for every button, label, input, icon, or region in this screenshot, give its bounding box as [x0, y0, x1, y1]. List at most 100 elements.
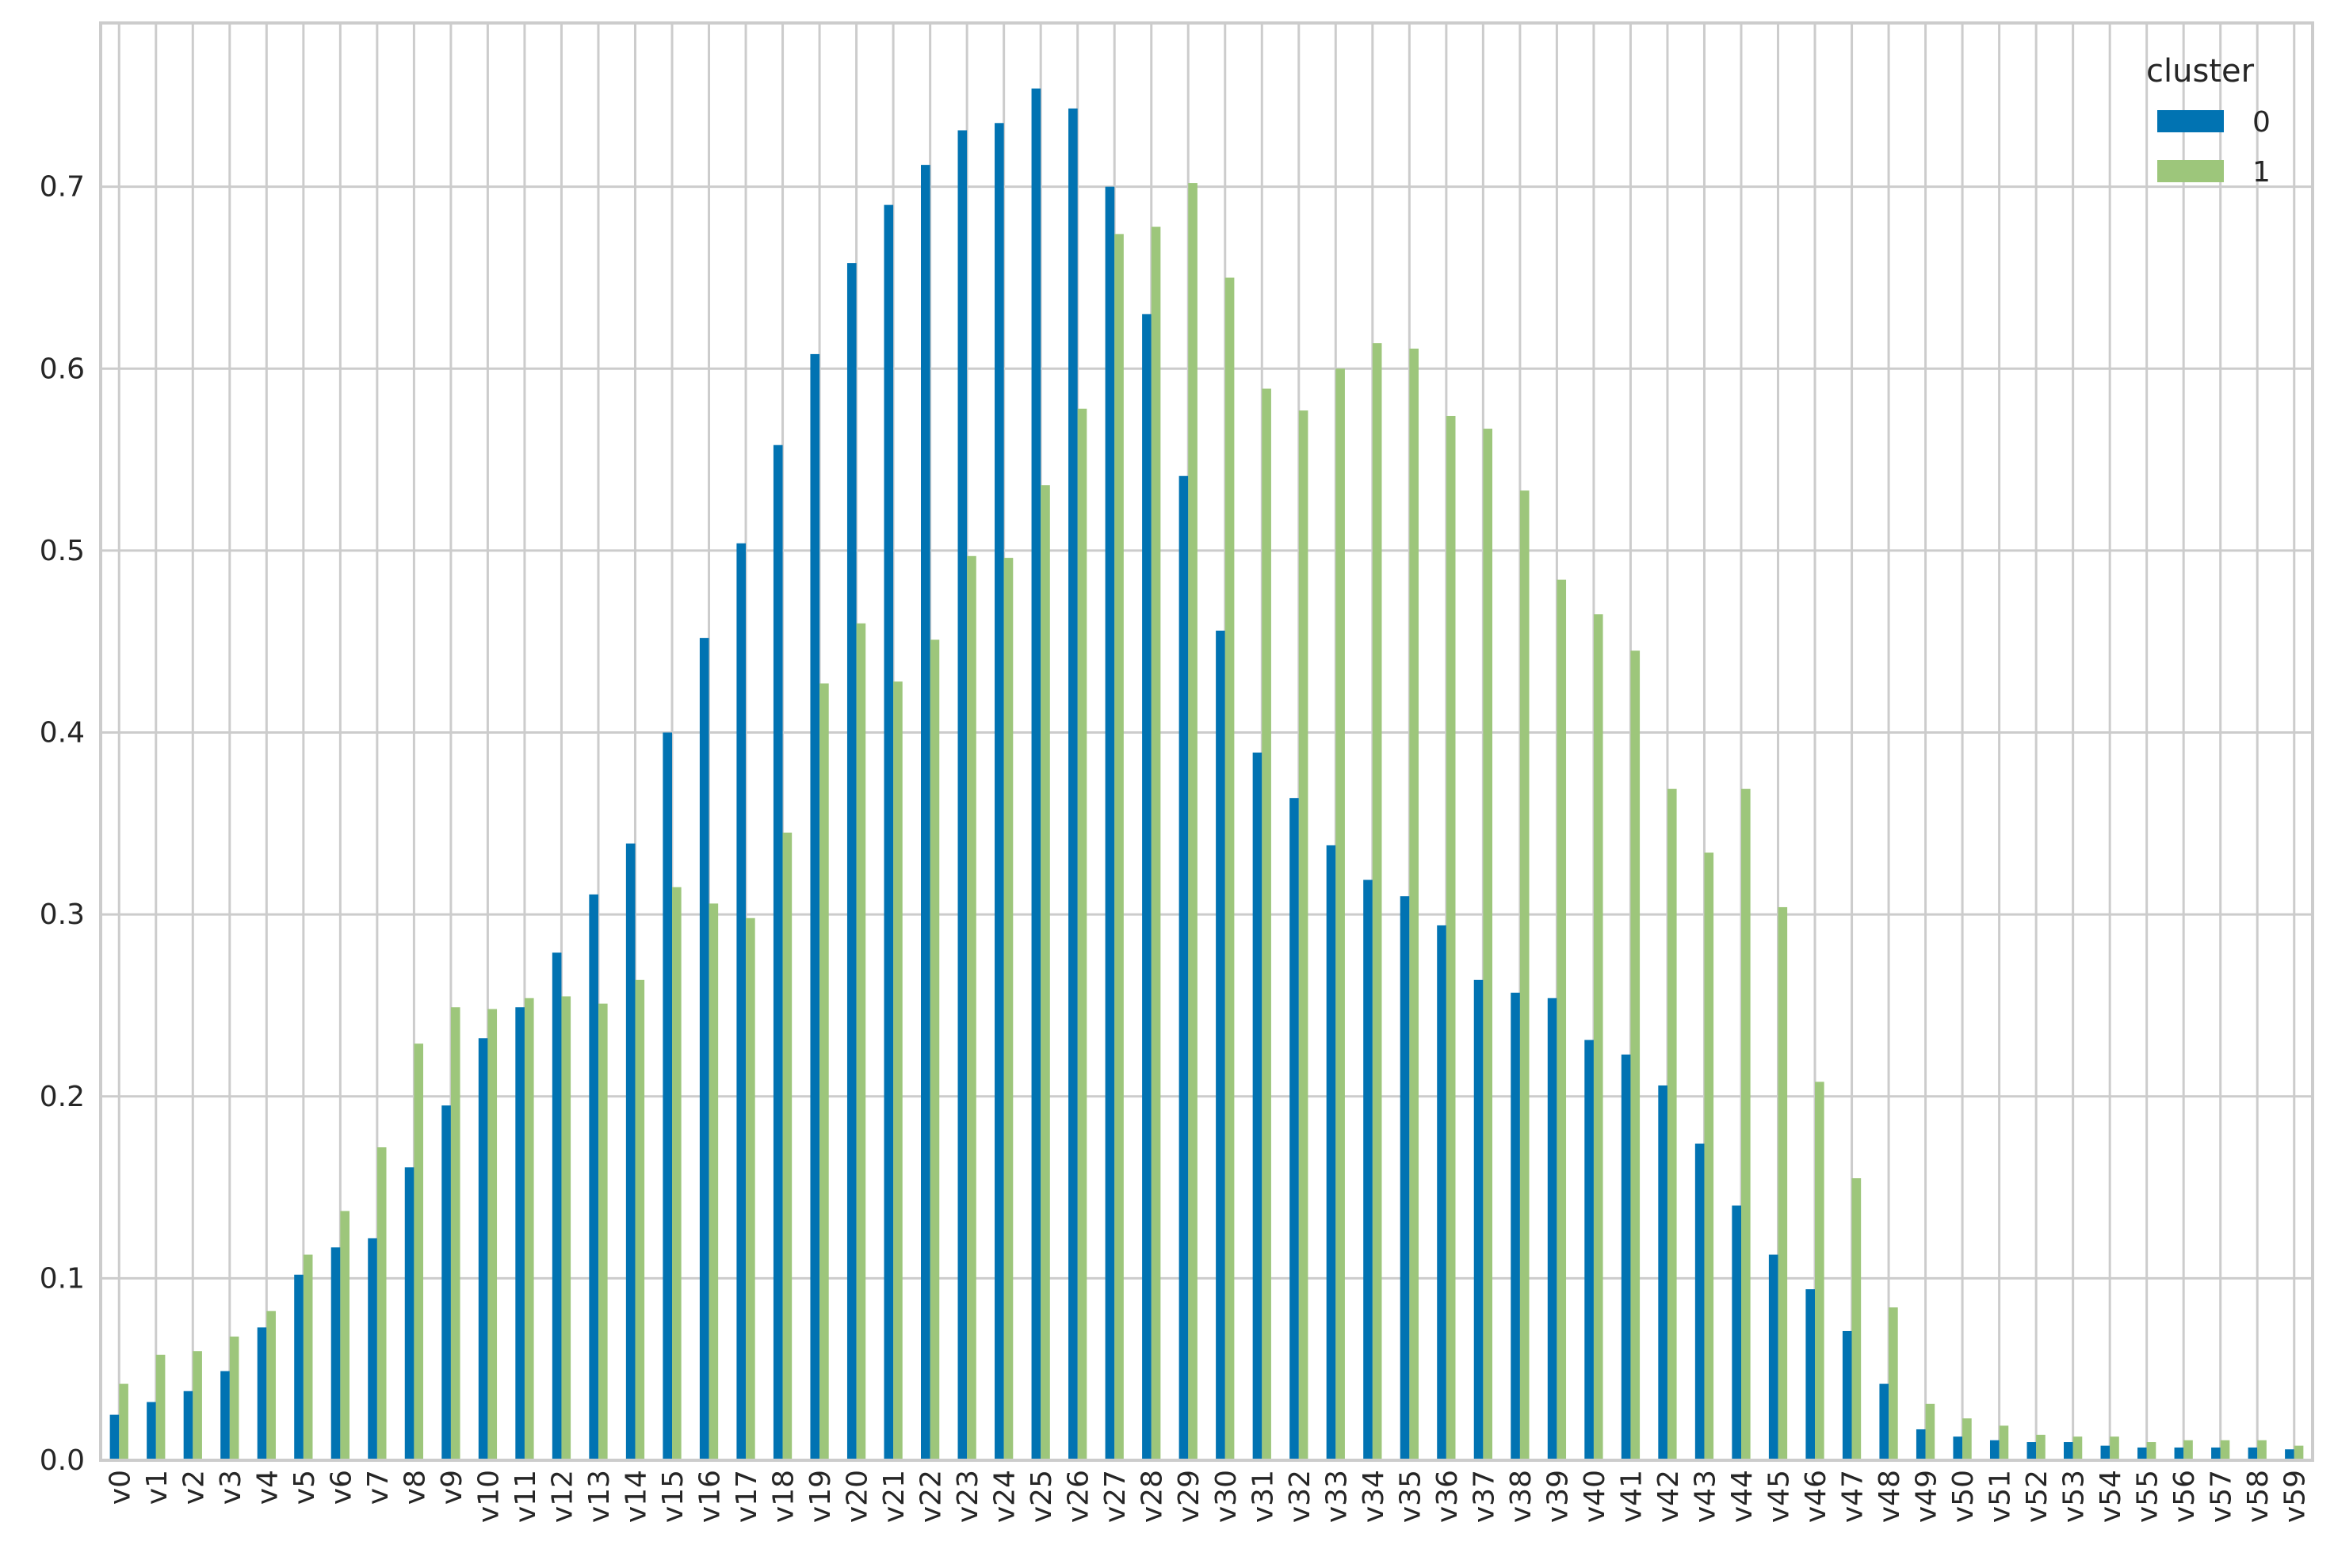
bar-series-1-v38 [1519, 490, 1530, 1460]
legend-swatch-1 [2157, 160, 2224, 182]
bar-series-1-v25 [1041, 485, 1050, 1461]
bar-series-0-v57 [2211, 1447, 2221, 1460]
x-tick-label: v32 [1284, 1470, 1316, 1523]
x-tick-label: v20 [842, 1470, 874, 1523]
x-tick-label: v40 [1579, 1470, 1611, 1523]
bar-series-1-v43 [1704, 853, 1714, 1460]
bar-series-0-v2 [183, 1391, 193, 1460]
bar-series-0-v26 [1068, 108, 1078, 1461]
x-tick-label: v57 [2206, 1470, 2238, 1523]
bar-series-0-v41 [1621, 1054, 1631, 1460]
x-tick-label: v9 [436, 1470, 468, 1505]
x-tick-label: v53 [2058, 1470, 2091, 1523]
bar-series-1-v47 [1851, 1178, 1862, 1460]
x-tick-label: v11 [510, 1470, 542, 1523]
bar-series-1-v12 [561, 996, 571, 1460]
x-tick-label: v58 [2242, 1470, 2275, 1523]
x-tick-label: v3 [215, 1470, 247, 1505]
bar-series-1-v27 [1114, 234, 1124, 1460]
bar-series-0-v19 [810, 353, 820, 1460]
x-tick-label: v50 [1947, 1470, 1980, 1523]
x-tick-label: v33 [1320, 1470, 1353, 1523]
bars [109, 88, 2304, 1461]
bar-series-0-v15 [663, 732, 673, 1460]
bar-series-1-v26 [1077, 408, 1087, 1460]
bar-series-0-v10 [478, 1038, 488, 1460]
bar-series-1-v34 [1372, 343, 1382, 1461]
bar-series-0-v35 [1400, 896, 1410, 1460]
bar-series-0-v37 [1473, 979, 1484, 1460]
bar-series-0-v29 [1178, 475, 1189, 1461]
y-tick-label: 0.0 [40, 1444, 85, 1477]
bar-series-0-v22 [920, 165, 930, 1461]
bar-series-0-v12 [552, 952, 562, 1460]
x-tick-label: v51 [1984, 1470, 2017, 1523]
legend-swatch-0 [2157, 110, 2224, 132]
bar-series-1-v57 [2220, 1440, 2230, 1460]
x-tick-label: v10 [472, 1470, 505, 1523]
x-tick-label: v16 [694, 1470, 727, 1523]
x-tick-label: v49 [1911, 1470, 1943, 1523]
bar-series-0-v21 [884, 204, 894, 1460]
bar-series-1-v39 [1557, 579, 1567, 1461]
bar-series-0-v49 [1916, 1429, 1926, 1460]
bar-series-1-v59 [2294, 1445, 2304, 1460]
bar-series-0-v36 [1437, 925, 1446, 1460]
plot-frame [99, 21, 2314, 1462]
bar-series-0-v18 [773, 444, 783, 1460]
bar-series-1-v19 [819, 683, 829, 1460]
bar-series-1-v18 [782, 832, 793, 1460]
bar-series-0-v51 [1989, 1440, 2000, 1460]
bar-series-0-v46 [1805, 1289, 1816, 1460]
bar-series-0-v24 [995, 123, 1004, 1460]
legend-title: cluster [2146, 53, 2255, 90]
bar-series-0-v5 [294, 1274, 304, 1460]
x-tick-label: v52 [2021, 1470, 2053, 1523]
bar-series-1-v30 [1224, 277, 1235, 1460]
x-tick-label: v44 [1726, 1470, 1759, 1523]
y-tick-label: 0.2 [40, 1081, 85, 1113]
bar-series-0-v32 [1289, 798, 1299, 1460]
x-tick-label: v26 [1063, 1470, 1095, 1523]
bar-series-1-v23 [967, 555, 976, 1460]
bar-series-1-v5 [303, 1254, 313, 1460]
bar-series-0-v30 [1216, 630, 1225, 1460]
bar-series-1-v3 [229, 1336, 239, 1460]
bar-series-1-v50 [1962, 1418, 1972, 1460]
bar-series-0-v16 [699, 638, 709, 1460]
legend: cluster 0 1 [2146, 53, 2271, 189]
bar-series-0-v9 [441, 1105, 451, 1460]
bar-series-1-v44 [1740, 788, 1751, 1460]
x-tick-label: v2 [178, 1470, 210, 1505]
bar-series-0-v6 [330, 1247, 341, 1460]
bar-series-0-v3 [220, 1371, 230, 1460]
bar-series-0-v8 [404, 1167, 414, 1460]
bar-series-0-v20 [846, 263, 857, 1460]
bar-series-1-v4 [266, 1310, 276, 1460]
bar-series-0-v55 [2137, 1447, 2147, 1460]
bar-series-1-v37 [1483, 429, 1493, 1460]
bar-series-1-v28 [1151, 227, 1161, 1460]
x-tick-label: v1 [141, 1470, 174, 1505]
bar-series-1-v48 [1889, 1307, 1898, 1460]
x-tick-label: v55 [2132, 1470, 2164, 1523]
bar-series-1-v56 [2183, 1440, 2193, 1460]
bar-series-0-v53 [2064, 1442, 2073, 1460]
x-tick-label: v4 [251, 1470, 284, 1505]
bar-series-0-v11 [515, 1007, 525, 1460]
x-tick-label: v15 [657, 1470, 690, 1523]
x-tick-label: v14 [620, 1470, 652, 1523]
x-tick-label: v54 [2095, 1470, 2127, 1523]
bar-series-0-v56 [2174, 1447, 2184, 1460]
x-tick-label: v46 [1800, 1470, 1832, 1523]
x-tick-label: v27 [1099, 1470, 1132, 1523]
y-tick-label: 0.7 [40, 171, 85, 204]
bar-series-1-v0 [119, 1383, 128, 1460]
bar-series-1-v52 [2036, 1434, 2046, 1460]
bar-series-0-v0 [109, 1414, 120, 1460]
x-tick-label: v29 [1173, 1470, 1205, 1523]
x-tick-label: v31 [1247, 1470, 1279, 1523]
x-tick-label: v24 [989, 1470, 1022, 1523]
bar-series-0-v38 [1511, 992, 1520, 1460]
x-tick-label: v42 [1652, 1470, 1685, 1523]
